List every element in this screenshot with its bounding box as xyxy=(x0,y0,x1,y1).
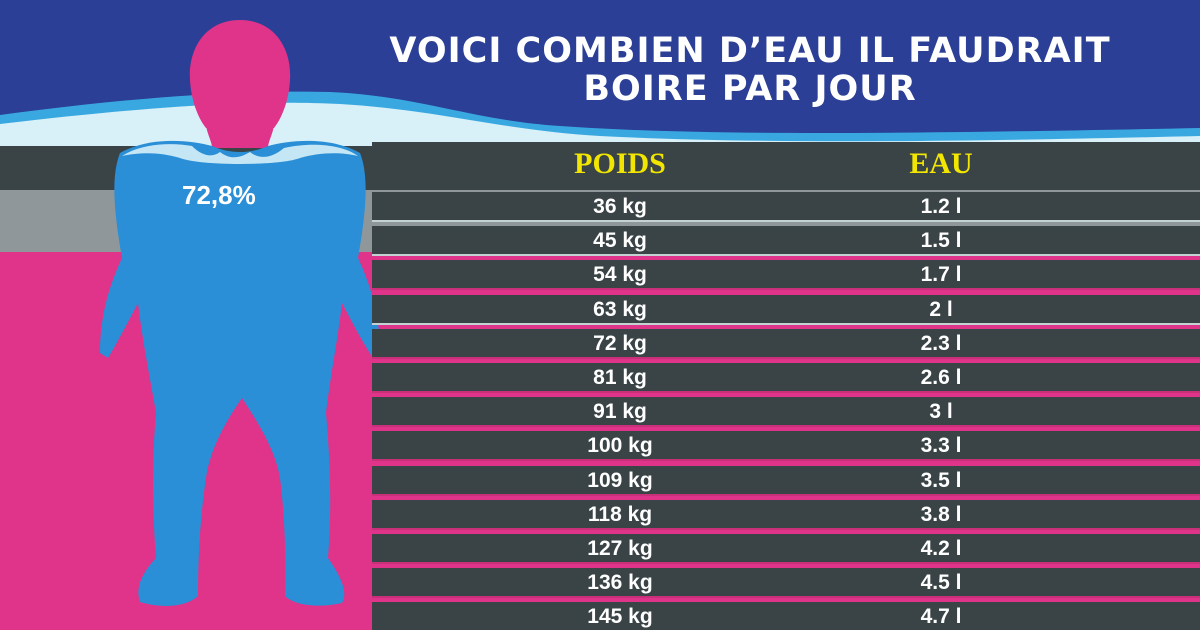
page-title: VOICI COMBIEN D’EAU IL FAUDRAIT BOIRE PA… xyxy=(335,32,1165,108)
water-wave-decoration xyxy=(0,91,1200,146)
cell-poids: 127 kg xyxy=(587,536,653,560)
header-poids: POIDS xyxy=(574,147,666,180)
cell-poids: 91 kg xyxy=(593,400,647,424)
table-row: 109 kg 3.5 l xyxy=(372,465,1200,496)
cell-poids: 145 kg xyxy=(587,605,653,629)
cell-eau: 3.3 l xyxy=(920,434,962,458)
cell-eau: 4.2 l xyxy=(920,536,962,560)
table-header: POIDS EAU xyxy=(372,142,1200,186)
cell-poids: 136 kg xyxy=(587,571,653,595)
cell-poids: 72 kg xyxy=(593,331,647,355)
cell-poids: 45 kg xyxy=(593,229,647,253)
cell-eau: 1.2 l xyxy=(920,195,962,218)
table-row: 100 kg 3.3 l xyxy=(372,431,1200,462)
table-row: 72 kg 2.3 l xyxy=(372,328,1200,359)
table-row: 81 kg 2.6 l xyxy=(372,362,1200,393)
cell-eau: 3.5 l xyxy=(920,468,962,492)
table-row: 54 kg 1.7 l xyxy=(372,260,1200,291)
cell-poids: 36 kg xyxy=(593,195,647,218)
water-table: 36 kg 1.2 l 45 kg 1.5 l 54 kg 1.7 l 63 k… xyxy=(372,192,1200,630)
cell-poids: 118 kg xyxy=(587,502,653,526)
cell-eau: 2 l xyxy=(929,297,953,321)
cell-eau: 3.8 l xyxy=(920,502,962,526)
title-line-2: BOIRE PAR JOUR xyxy=(583,69,917,109)
table-row: 145 kg 4.7 l xyxy=(372,602,1200,630)
table-row: 91 kg 3 l xyxy=(372,397,1200,428)
cell-eau: 1.7 l xyxy=(920,263,962,287)
table-row: 63 kg 2 l xyxy=(372,294,1200,325)
table-row: 45 kg 1.5 l xyxy=(372,226,1200,257)
cell-poids: 54 kg xyxy=(593,263,647,287)
cell-eau: 1.5 l xyxy=(920,229,962,253)
header-eau: EAU xyxy=(909,147,973,180)
table-row: 118 kg 3.8 l xyxy=(372,499,1200,530)
table-row: 127 kg 4.2 l xyxy=(372,533,1200,564)
cell-poids: 100 kg xyxy=(587,434,653,458)
human-silhouette-icon xyxy=(80,18,400,630)
cell-eau: 4.5 l xyxy=(920,571,962,595)
water-percentage-label: 72,8% xyxy=(182,180,256,210)
cell-eau: 2.3 l xyxy=(920,331,962,355)
cell-eau: 4.7 l xyxy=(920,605,962,629)
cell-poids: 63 kg xyxy=(593,297,647,321)
cell-poids: 109 kg xyxy=(587,468,653,492)
cell-poids: 81 kg xyxy=(593,365,647,389)
table-row: 136 kg 4.5 l xyxy=(372,568,1200,599)
title-line-1: VOICI COMBIEN D’EAU IL FAUDRAIT xyxy=(389,31,1111,71)
table-row: 36 kg 1.2 l xyxy=(372,192,1200,222)
cell-eau: 3 l xyxy=(929,400,953,424)
cell-eau: 2.6 l xyxy=(920,365,962,389)
